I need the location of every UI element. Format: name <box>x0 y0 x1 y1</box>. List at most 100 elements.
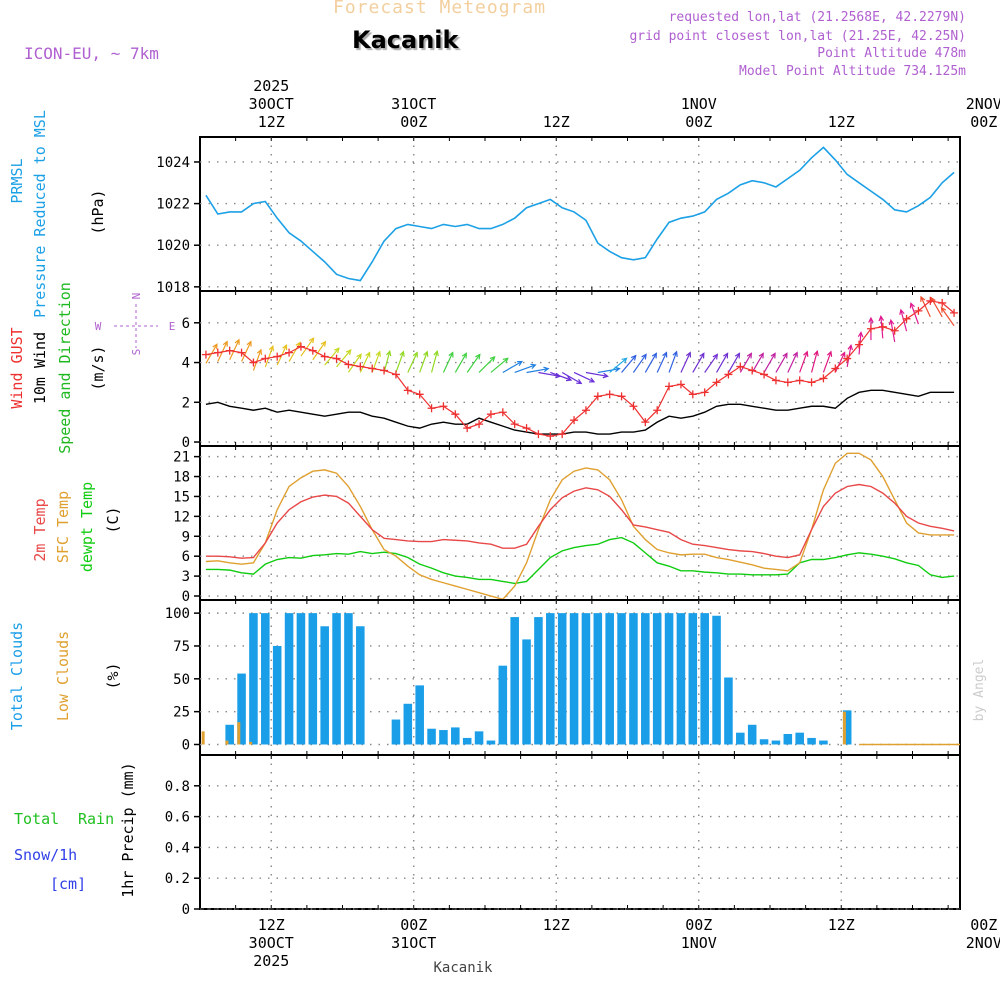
wind-arrow-shaft <box>252 349 262 371</box>
y-tick-label: 0.8 <box>165 779 190 795</box>
y-tick-label: 1024 <box>156 155 190 171</box>
gust-marker <box>914 306 923 315</box>
wind-direction-arrow <box>241 340 252 362</box>
snow-unit-label: [cm] <box>50 875 86 893</box>
y-tick-label: 0 <box>182 902 190 918</box>
wind-arrow-shaft <box>288 342 301 362</box>
precip-unit-label: 1hr Precip (mm) <box>119 762 137 897</box>
gust-marker <box>843 354 852 363</box>
total-cloud-bar <box>629 613 638 745</box>
wind-arrow-head <box>356 353 362 360</box>
wind-direction-arrow <box>787 351 798 373</box>
wind-direction-arrow <box>656 351 668 373</box>
gust-marker <box>771 376 780 385</box>
total-cloud-bar <box>272 645 282 745</box>
wind-arrow-shaft <box>336 349 352 368</box>
gust-marker <box>938 298 947 307</box>
wind-arrow-shaft <box>502 360 523 373</box>
wind-direction-arrow <box>288 341 301 362</box>
wind-panel: 0 2 4 6 Wind GUST 10m Wind Speed and Direction… <box>8 282 961 454</box>
wind-arrow-shaft <box>454 353 467 373</box>
gust-marker <box>807 378 816 387</box>
top-time-label: 12Z <box>543 113 570 131</box>
total-cloud-bar <box>474 731 484 745</box>
gust-marker <box>237 348 246 357</box>
gust-label: Wind GUST <box>8 327 26 408</box>
footer-location: Kacanik <box>433 960 493 976</box>
low-cloud-bar <box>842 711 846 745</box>
total-cloud-bar <box>296 613 306 745</box>
y-tick-label: 18 <box>173 470 190 486</box>
wind-speed-line <box>205 389 955 435</box>
wind-direction-arrow <box>621 354 637 373</box>
wind-arrow-shaft <box>900 309 908 332</box>
wind-arrow-head <box>920 295 926 302</box>
wind-arrow-shaft <box>538 371 561 377</box>
wind-arrow-shaft <box>940 307 955 327</box>
wind-arrow-shaft <box>751 353 764 373</box>
wind-direction-arrow <box>514 363 537 374</box>
y-tick-label: 6 <box>182 316 190 332</box>
wind-arrow-shaft <box>609 357 627 373</box>
wind-arrow-head <box>840 351 846 358</box>
wind-direction-arrow <box>395 350 405 373</box>
wind-direction-arrow <box>359 351 371 373</box>
compass-axes <box>114 304 158 348</box>
wind-arrow-head <box>770 352 776 359</box>
wind-arrow-shaft <box>834 352 846 373</box>
wind-direction-arrow <box>430 349 439 373</box>
wind-arrow-shaft <box>359 352 371 373</box>
gust-marker <box>593 392 602 401</box>
gust-marker <box>451 410 460 419</box>
gust-marker <box>391 370 400 379</box>
wind-arrow-head <box>222 340 228 347</box>
wind-direction-arrow <box>347 353 362 373</box>
total-cloud-bar <box>546 613 555 745</box>
wind-arrow-shaft <box>775 353 788 373</box>
bottom-time-label: 00Z <box>970 916 997 934</box>
wind-direction-arrow <box>252 348 263 371</box>
wind-direction-arrow <box>407 351 418 373</box>
gust-marker <box>249 358 258 367</box>
wind-arrow-shaft <box>621 355 637 373</box>
wind-direction-arrow <box>229 338 240 361</box>
y-tick-label: 0.4 <box>165 840 190 856</box>
gust-marker <box>463 424 472 433</box>
top-time-label: 00Z <box>400 113 427 131</box>
top-time-label: 00Z <box>970 113 997 131</box>
total-cloud-bar <box>641 613 650 745</box>
wind-arrow-shaft <box>490 357 509 373</box>
model-label: ICON-EU, ~ 7km <box>24 44 159 63</box>
total-cloud-bar <box>842 710 852 745</box>
wind-direction-arrow <box>264 344 275 368</box>
wind-direction-arrow <box>899 308 908 332</box>
gust-marker <box>783 378 792 387</box>
total-cloud-bar <box>759 739 769 745</box>
total-cloud-bar <box>415 685 424 745</box>
gust-marker <box>736 362 745 371</box>
wind-arrow-head <box>295 341 301 348</box>
total-cloud-bar <box>344 613 353 745</box>
gust-marker <box>617 392 626 401</box>
total-cloud-bar <box>795 732 804 745</box>
temp2m-label: 2m Temp <box>31 498 49 561</box>
total-cloud-bar <box>237 673 246 745</box>
y-tick-label: 4 <box>182 356 190 372</box>
total-cloud-bar <box>320 626 329 745</box>
wind-direction-arrow <box>668 350 678 373</box>
top-time-label: 1NOV <box>681 95 717 113</box>
wind-arrow-shaft <box>727 353 740 373</box>
total-cloud-bar <box>593 613 603 745</box>
total-cloud-bar <box>486 740 496 745</box>
y-tick-label: 25 <box>173 705 190 721</box>
y-tick-label: 15 <box>173 489 190 505</box>
gust-marker <box>368 364 377 373</box>
gust-marker <box>570 416 579 425</box>
wind-direction-arrow <box>834 351 846 373</box>
bottom-time-label: 2025 <box>253 952 289 970</box>
gust-marker <box>213 348 222 357</box>
gust-marker <box>748 366 757 375</box>
